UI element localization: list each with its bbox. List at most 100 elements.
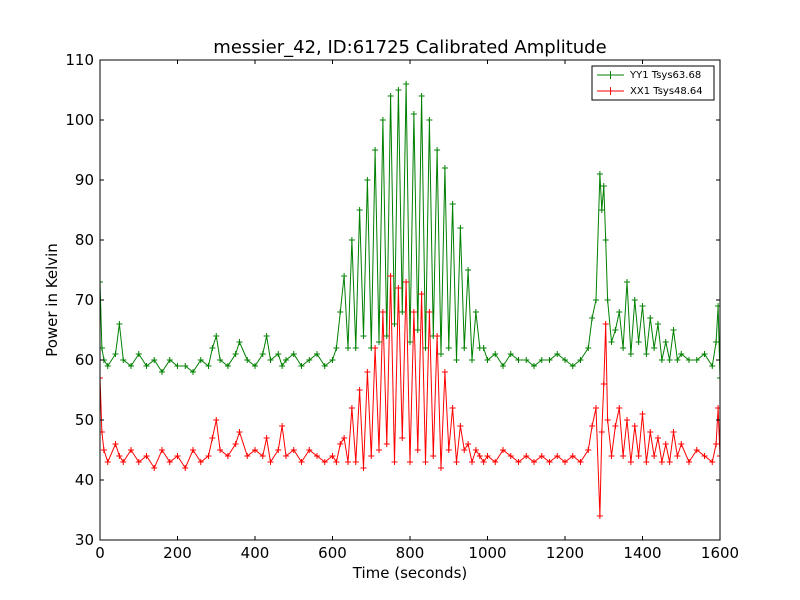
data-point-0-0 [100, 279, 103, 285]
data-point-1-108 [647, 429, 654, 435]
data-point-0-78 [492, 351, 499, 357]
data-point-1-45 [360, 465, 367, 471]
data-point-1-5 [116, 453, 123, 459]
y-tick-label: 80 [75, 231, 94, 249]
data-point-0-105 [635, 339, 642, 345]
data-point-0-16 [197, 357, 204, 363]
data-point-1-28 [267, 459, 274, 465]
data-point-1-107 [643, 459, 650, 465]
data-point-1-11 [159, 447, 165, 453]
data-point-1-82 [523, 453, 530, 459]
x-tick-label: 1600 [701, 544, 739, 562]
data-point-1-14 [182, 465, 189, 471]
data-point-0-29 [275, 351, 282, 357]
data-point-0-122 [715, 303, 720, 309]
data-point-1-84 [538, 453, 545, 459]
data-point-0-30 [279, 363, 286, 369]
data-point-1-2 [100, 447, 107, 453]
data-point-1-86 [554, 453, 561, 459]
data-point-0-45 [360, 333, 367, 339]
legend-label-yy1: YY1 Tsys63.68 [629, 70, 701, 81]
data-point-1-79 [500, 447, 506, 453]
data-point-0-52 [387, 93, 394, 99]
data-point-0-59 [414, 327, 421, 333]
data-point-0-109 [651, 345, 658, 351]
data-point-0-87 [562, 357, 568, 363]
y-axis-label: Power in Kelvin [43, 243, 61, 357]
data-point-1-67 [445, 447, 452, 453]
data-point-0-111 [658, 357, 665, 363]
data-point-0-48 [372, 147, 379, 153]
data-point-1-99 [612, 423, 619, 429]
data-point-0-36 [321, 363, 328, 369]
data-point-0-42 [348, 237, 355, 243]
data-point-0-110 [655, 321, 661, 327]
data-point-1-87 [562, 459, 568, 465]
x-tick-label: 0 [95, 544, 105, 562]
series-line-1 [100, 275, 720, 517]
data-point-0-33 [298, 363, 305, 369]
axis-ticks: 0 200 400 600 800 1000 1200 1400 1600 30 40 50 60 70 8… [65, 51, 739, 562]
data-point-0-54 [395, 87, 402, 93]
data-point-1-38 [333, 459, 340, 465]
data-point-0-41 [345, 345, 351, 351]
series-line-0 [100, 83, 720, 379]
data-point-1-75 [476, 453, 483, 459]
data-point-0-108 [647, 315, 654, 321]
data-point-1-39 [337, 441, 344, 447]
data-point-0-6 [120, 357, 127, 363]
data-point-0-46 [364, 177, 371, 183]
data-point-1-73 [469, 459, 475, 465]
plot-area [100, 81, 720, 519]
data-point-1-88 [569, 453, 576, 459]
data-point-0-83 [531, 363, 537, 369]
data-point-0-20 [217, 357, 224, 363]
data-point-1-61 [422, 459, 429, 465]
data-point-0-55 [399, 309, 406, 315]
data-point-0-53 [391, 321, 398, 327]
x-tick-label: 800 [396, 544, 425, 562]
data-point-1-101 [620, 453, 627, 459]
data-point-1-70 [457, 423, 464, 429]
data-point-1-37 [329, 453, 336, 459]
data-point-1-0 [100, 375, 103, 381]
data-point-1-91 [589, 423, 596, 429]
data-point-0-115 [674, 357, 681, 363]
data-point-0-104 [631, 297, 638, 303]
data-point-1-98 [608, 453, 615, 459]
data-point-0-27 [263, 333, 270, 339]
data-point-1-13 [174, 453, 181, 459]
data-point-0-65 [438, 351, 444, 357]
legend-label-xx1: XX1 Tsys48.64 [630, 86, 703, 97]
data-point-1-54 [395, 285, 402, 291]
data-point-0-74 [472, 309, 479, 315]
data-point-1-115 [674, 453, 681, 459]
y-tick-label: 60 [75, 351, 94, 369]
data-point-1-24 [244, 453, 251, 459]
data-point-0-19 [213, 333, 220, 339]
data-point-1-50 [379, 309, 386, 315]
data-point-1-29 [275, 447, 282, 453]
data-point-1-8 [135, 459, 142, 465]
data-point-1-18 [209, 435, 216, 441]
data-point-1-117 [686, 459, 692, 465]
data-point-1-96 [602, 321, 609, 327]
x-tick-label: 1000 [468, 544, 506, 562]
data-point-0-14 [182, 363, 189, 369]
data-point-0-102 [624, 279, 630, 285]
data-point-1-104 [631, 423, 638, 429]
data-point-0-35 [314, 351, 320, 357]
data-point-0-98 [608, 339, 615, 345]
data-point-1-109 [651, 453, 658, 459]
data-point-1-113 [666, 459, 673, 465]
data-point-1-122 [715, 405, 720, 411]
data-point-1-48 [372, 345, 379, 351]
legend-marker-yy1: + [605, 68, 615, 82]
data-point-0-80 [507, 351, 514, 357]
data-point-0-37 [329, 357, 336, 363]
data-point-0-49 [376, 339, 382, 345]
data-point-1-12 [166, 459, 173, 465]
data-point-0-120 [709, 363, 716, 369]
data-point-0-93 [596, 171, 603, 177]
legend-marker-xx1: + [605, 84, 615, 98]
